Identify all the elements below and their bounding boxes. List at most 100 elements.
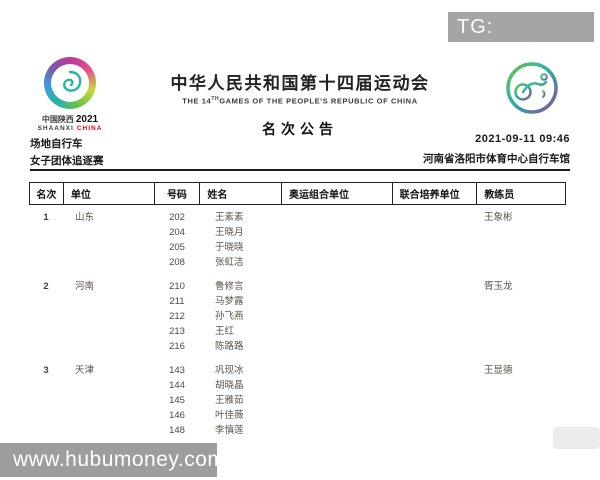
datetime-label: 2021-09-11 09:46	[475, 133, 570, 145]
unit-cell	[63, 309, 154, 324]
coach-cell	[478, 393, 566, 408]
coach-cell: 王象彬	[484, 212, 513, 223]
unit-cell	[63, 408, 154, 423]
joint-training-cell	[393, 393, 478, 408]
rank-cell	[29, 339, 63, 354]
joint-training-cell	[393, 210, 478, 225]
page-title: 中华人民共和国第十四届运动会	[170, 74, 430, 93]
coach-cell	[478, 294, 566, 309]
joint-training-cell	[393, 423, 478, 438]
name-cell: 陈路路	[215, 341, 244, 352]
subtitle-post: GAMES OF THE PEOPLE'S REPUBLIC OF CHINA	[219, 96, 418, 106]
joint-training-cell	[393, 279, 478, 294]
table-row: 205 于晓晓	[29, 240, 566, 255]
rank-cell	[29, 423, 63, 438]
column-header-olympic: 奥运组合单位	[282, 183, 393, 204]
number-cell: 148	[169, 425, 185, 436]
table-row: 212 孙飞燕	[29, 309, 566, 324]
rank-cell	[29, 225, 63, 240]
olympic-unit-cell	[282, 408, 393, 423]
name-cell: 鲁修言	[215, 281, 244, 292]
unit-cell	[63, 393, 154, 408]
emblem-country-en: CHINA	[76, 125, 103, 132]
olympic-unit-cell	[282, 393, 393, 408]
number-cell: 205	[169, 242, 185, 253]
emblem-region-line: 中国陕西 2021	[28, 114, 112, 125]
table-row: 148 李慎莲	[29, 423, 566, 438]
site-watermark: www.hubumoney.com	[0, 443, 225, 477]
rank-cell	[29, 324, 63, 339]
result-group: 1 山东 202 王素素 王象彬 204 王晓月 205 于晓晓 208 张虹洁	[29, 210, 566, 270]
cycling-pictogram-icon	[503, 59, 561, 117]
page-subtitle: THE 14THGAMES OF THE PEOPLE'S REPUBLIC O…	[120, 96, 480, 106]
rank-cell: 2	[43, 281, 49, 292]
emblem-year: 2021	[75, 114, 99, 125]
table-row: 204 王晓月	[29, 225, 566, 240]
column-header-unit: 单位	[64, 183, 155, 204]
rank-cell: 1	[43, 212, 49, 223]
name-cell: 于晓晓	[215, 242, 244, 253]
coach-cell: 胥玉龙	[484, 281, 513, 292]
rank-cell	[29, 255, 63, 270]
name-cell: 王晓月	[215, 227, 244, 238]
olympic-unit-cell	[282, 363, 393, 378]
number-cell: 208	[169, 257, 185, 268]
olympic-unit-cell	[282, 339, 393, 354]
coach-cell	[478, 255, 566, 270]
number-cell: 145	[169, 395, 185, 406]
name-cell: 张虹洁	[215, 257, 244, 268]
joint-training-cell	[393, 378, 478, 393]
joint-training-cell	[393, 309, 478, 324]
table-row: 208 张虹洁	[29, 255, 566, 270]
emblem-swirl-icon	[51, 64, 89, 102]
olympic-unit-cell	[282, 294, 393, 309]
number-cell: 216	[169, 341, 185, 352]
olympic-unit-cell	[282, 210, 393, 225]
games-emblem-icon	[44, 57, 96, 109]
table-row: 144 胡晓晶	[29, 378, 566, 393]
olympic-unit-cell	[282, 255, 393, 270]
venue-label: 河南省洛阳市体育中心自行车馆	[423, 153, 570, 165]
coach-cell	[478, 225, 566, 240]
rank-cell	[29, 378, 63, 393]
number-cell: 202	[169, 212, 185, 223]
olympic-unit-cell	[282, 309, 393, 324]
joint-training-cell	[393, 225, 478, 240]
olympic-unit-cell	[282, 378, 393, 393]
joint-training-cell	[393, 363, 478, 378]
name-cell: 巩现冰	[215, 365, 244, 376]
table-row: 3 天津 143 巩现冰 王显德	[29, 363, 566, 378]
name-cell: 胡晓晶	[215, 380, 244, 391]
unit-cell: 天津	[75, 365, 95, 376]
name-cell: 王雅茹	[215, 395, 244, 406]
coach-cell	[478, 324, 566, 339]
joint-training-cell	[393, 240, 478, 255]
title-block: 中华人民共和国第十四届运动会 THE 14THGAMES OF THE PEOP…	[120, 69, 480, 139]
olympic-unit-cell	[282, 240, 393, 255]
subtitle-sup: TH	[211, 96, 220, 102]
column-header-name: 姓名	[200, 183, 283, 204]
rank-cell	[29, 393, 63, 408]
emblem-english-line: SHAANXI CHINA	[28, 125, 112, 132]
scan-smudge	[553, 427, 600, 449]
rank-cell	[29, 294, 63, 309]
olympic-unit-cell	[282, 279, 393, 294]
olympic-unit-cell	[282, 225, 393, 240]
column-header-joint: 联合培养单位	[393, 183, 478, 204]
rank-cell: 3	[43, 365, 49, 376]
rank-cell	[29, 408, 63, 423]
unit-cell	[63, 324, 154, 339]
table-row: 1 山东 202 王素素 王象彬	[29, 210, 566, 225]
column-header-rank: 名次	[30, 183, 64, 204]
name-cell: 叶佳薇	[215, 410, 244, 421]
table-row: 211 马梦露	[29, 294, 566, 309]
joint-training-cell	[393, 255, 478, 270]
coach-cell	[478, 339, 566, 354]
result-group: 2 河南 210 鲁修言 胥玉龙 211 马梦露 212 孙飞燕 213 王红 216 陈路路	[29, 279, 566, 354]
joint-training-cell	[393, 294, 478, 309]
name-cell: 李慎莲	[215, 425, 244, 436]
column-header-coach: 教练员	[484, 190, 515, 201]
telegram-watermark: TG: MYYJJPP	[448, 12, 594, 68]
results-table: 名次 单位 号码 姓名 奥运组合单位 联合培养单位 教练员 1 山东 202 王素素王…	[29, 182, 566, 438]
coach-cell	[478, 408, 566, 423]
